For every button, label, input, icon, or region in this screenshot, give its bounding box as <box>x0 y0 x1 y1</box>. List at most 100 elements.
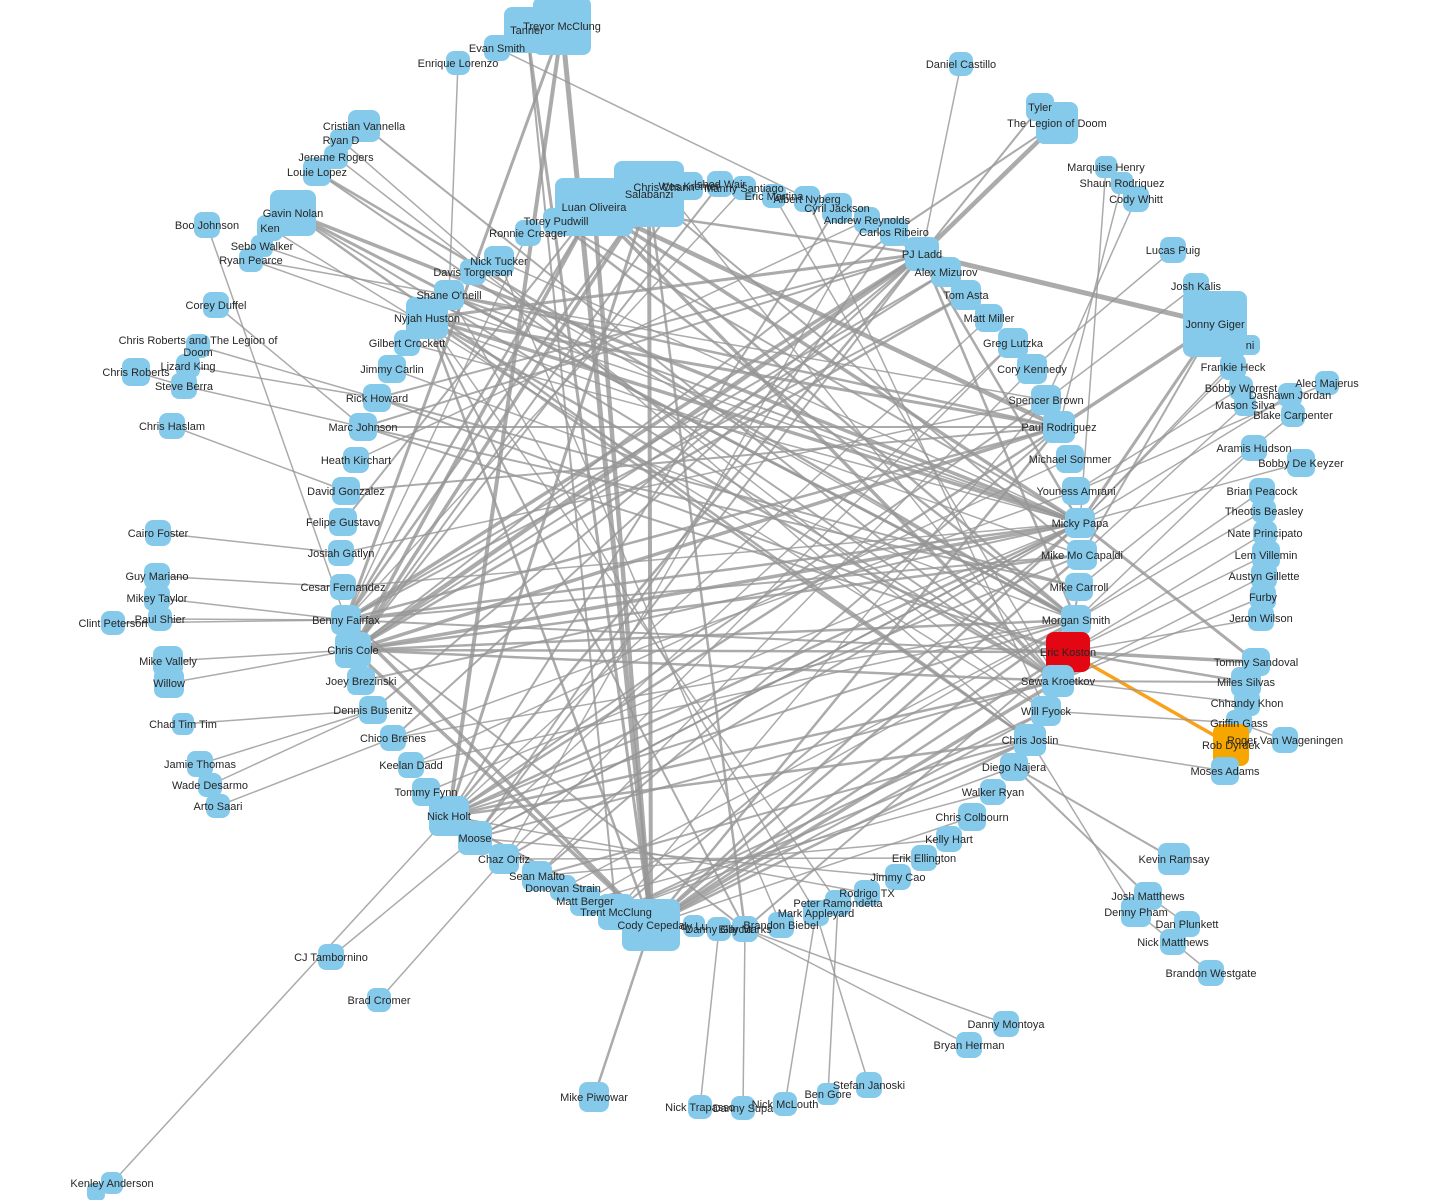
graph-node-chaz-ortiz[interactable] <box>489 844 519 874</box>
graph-node-ken[interactable] <box>257 215 283 241</box>
graph-node-chhandy-khon[interactable] <box>1234 690 1260 716</box>
graph-node-luan-oliveira[interactable] <box>555 178 633 236</box>
graph-node-cj-tambornino[interactable] <box>318 944 344 970</box>
graph-node-jeron-wilson[interactable] <box>1248 605 1274 631</box>
graph-node-nick-holt[interactable] <box>429 796 469 836</box>
graph-node-willow[interactable] <box>154 668 184 698</box>
graph-node-nick-matthews[interactable] <box>1160 929 1186 955</box>
graph-node-furby[interactable] <box>1250 584 1276 610</box>
graph-node-cesar-fernandez[interactable] <box>330 574 356 600</box>
graph-node-ishod-wair[interactable] <box>707 171 733 197</box>
graph-node-diego-najera[interactable] <box>1000 753 1028 781</box>
graph-node-arto-saari[interactable] <box>206 794 230 818</box>
graph-node-davis-torgerson[interactable] <box>460 259 486 285</box>
graph-node-stefan-janoski[interactable] <box>856 1072 882 1098</box>
graph-node-cody-cepeda[interactable] <box>622 899 680 951</box>
graph-node-carlos-ribeiro[interactable] <box>880 218 908 246</box>
graph-node-peter-ramondetta[interactable] <box>825 890 851 916</box>
graph-node-marquise-henry[interactable] <box>1095 156 1117 178</box>
graph-node-lizard-king[interactable] <box>176 354 200 378</box>
graph-node-dashawn-jordan[interactable] <box>1278 383 1302 407</box>
graph-node-denny-pham[interactable] <box>1121 897 1151 927</box>
graph-node-mark-appleyard[interactable] <box>803 900 829 926</box>
graph-node-bryan-herman[interactable] <box>956 1032 982 1058</box>
graph-node-mike-carroll[interactable] <box>1065 573 1093 601</box>
graph-node-chris-cole[interactable] <box>335 632 371 668</box>
graph-node-alec-majerus[interactable] <box>1315 371 1339 395</box>
graph-node-enrique-lorenzo[interactable] <box>446 51 470 75</box>
graph-node-heath-kirchart[interactable] <box>343 447 369 473</box>
graph-node-nate-principato[interactable] <box>1253 521 1277 545</box>
graph-node-mike-piwowar[interactable] <box>579 1082 609 1112</box>
graph-node-rodrigo-tx[interactable] <box>854 880 880 906</box>
graph-node-ryan-pearce[interactable] <box>239 248 263 272</box>
graph-node-manny-santiago[interactable] <box>732 176 756 200</box>
graph-node-brandon-westgate[interactable] <box>1198 960 1224 986</box>
graph-node-daniel-castillo[interactable] <box>949 52 973 76</box>
graph-node-chris-haslam[interactable] <box>159 413 185 439</box>
graph-node-kelly-hart[interactable] <box>936 826 962 852</box>
graph-node-rob-dyrdek[interactable] <box>1213 724 1249 766</box>
graph-node-gilbert-crockett[interactable] <box>394 330 420 356</box>
graph-node-wes-kremer[interactable] <box>675 172 703 200</box>
graph-node-dy-lu[interactable] <box>683 915 705 937</box>
graph-node-trent-mcclung[interactable] <box>598 894 634 930</box>
graph-node-benny-fairfax[interactable] <box>331 605 361 635</box>
graph-node-sean-malto[interactable] <box>522 861 552 891</box>
graph-node-steve-berra[interactable] <box>171 373 197 399</box>
graph-node-chris-joslin[interactable] <box>1014 724 1046 756</box>
graph-node-sewa-kroetkov[interactable] <box>1042 665 1074 697</box>
graph-node-kevin-ramsay[interactable] <box>1158 843 1190 875</box>
graph-node-paul-shier[interactable] <box>148 607 172 631</box>
graph-node-donovan-strain[interactable] <box>550 875 576 901</box>
graph-node-ni[interactable] <box>1240 335 1260 355</box>
graph-node-danny-montoya[interactable] <box>993 1011 1019 1037</box>
graph-node-nick-trapasso[interactable] <box>688 1095 712 1119</box>
graph-node-chad-tim-tim[interactable] <box>172 713 194 735</box>
graph-node-greg-lutzka[interactable] <box>998 328 1028 358</box>
graph-node-trevor-mcclung[interactable] <box>533 0 591 55</box>
graph-node-moses-adams[interactable] <box>1211 757 1239 785</box>
graph-node-chris-roberts-lod[interactable] <box>186 334 210 358</box>
graph-node-chico-brenes[interactable] <box>380 725 406 751</box>
graph-node-cristian-vannella[interactable] <box>348 110 380 142</box>
graph-node-chris-colbourn[interactable] <box>958 803 986 831</box>
graph-node-nick-mclouth[interactable] <box>773 1092 797 1116</box>
graph-node-david-gonzalez[interactable] <box>332 477 360 505</box>
graph-node-guy-mariano[interactable] <box>144 563 170 589</box>
graph-node-jimmy-carlin[interactable] <box>378 355 406 383</box>
graph-node-pj-ladd[interactable] <box>905 237 939 271</box>
graph-node-keelan-dadd[interactable] <box>398 752 424 778</box>
graph-node-brad-cromer[interactable] <box>367 988 391 1012</box>
graph-node-frankie-heck[interactable] <box>1220 354 1246 380</box>
graph-node-michael-sommer[interactable] <box>1056 445 1084 473</box>
graph-node-erik-ellington[interactable] <box>911 845 937 871</box>
graph-node-nyjah-huston[interactable] <box>406 297 448 339</box>
graph-node-ronnie-creager[interactable] <box>515 220 541 246</box>
graph-node-cyril-jackson[interactable] <box>822 193 852 223</box>
graph-node-torey-pudwill[interactable] <box>543 208 569 234</box>
graph-node-paul-rodriguez[interactable] <box>1043 411 1075 443</box>
graph-node-mason-silva[interactable] <box>1234 394 1256 416</box>
graph-node-chris-chann[interactable] <box>650 173 678 201</box>
graph-node-tommy-fynn[interactable] <box>412 778 440 806</box>
graph-node-albert-nyberg[interactable] <box>794 186 820 212</box>
graph-node-kenley-anderson[interactable] <box>101 1172 123 1194</box>
graph-node-lucas-puig[interactable] <box>1160 237 1186 263</box>
graph-node-legion-of-doom[interactable] <box>1036 102 1078 144</box>
graph-node-evan-smith[interactable] <box>484 35 510 61</box>
graph-node-austyn-gillette[interactable] <box>1251 563 1277 589</box>
graph-node-theotis-beasley[interactable] <box>1252 499 1276 523</box>
graph-node-joey-brezinski[interactable] <box>347 667 375 695</box>
graph-node-jamie-thomas[interactable] <box>187 751 213 777</box>
graph-node-bobby-de-keyzer[interactable] <box>1287 449 1315 477</box>
graph-node-miles-silvas[interactable] <box>1231 667 1261 697</box>
graph-node-micky-papa[interactable] <box>1065 508 1095 538</box>
graph-node-youness-amrani[interactable] <box>1062 477 1090 505</box>
graph-node-josiah-gatlyn[interactable] <box>328 540 354 566</box>
graph-node-corey-duffel[interactable] <box>203 292 229 318</box>
graph-node-eric-koston[interactable] <box>1046 632 1090 672</box>
graph-node-rick-howard[interactable] <box>363 384 391 412</box>
graph-node-kenley-anderson-2[interactable] <box>87 1183 105 1200</box>
graph-node-felipe-gustavo[interactable] <box>329 508 357 536</box>
